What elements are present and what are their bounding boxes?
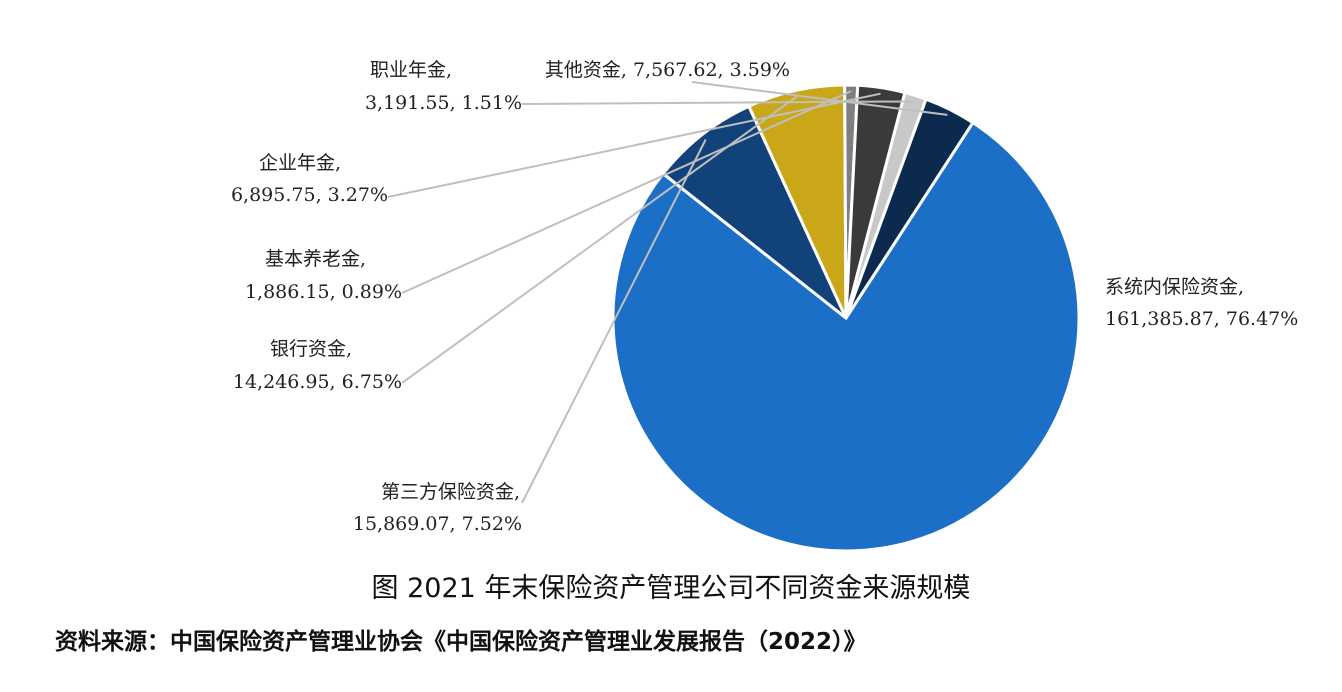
figure-title: 图 2021 年末保险资产管理公司不同资金来源规模 — [371, 573, 971, 604]
slice-value-label-1: 161,385.87, 76.47% — [1105, 308, 1298, 330]
slice-label-4: 基本养老金, — [265, 248, 366, 270]
pie-slice-1 — [611, 120, 1081, 553]
pie-chart: 系统内保险资金, 161,385.87, 76.47% 第三方保险资金, 15,869… — [231, 59, 1298, 553]
slice-value-label-2: 15,869.07, 7.52% — [353, 513, 522, 535]
pie-slice-7 — [844, 97, 975, 319]
slice-label-7: 其他资金, 7,567.62, 3.59% — [545, 59, 790, 81]
slice-label-1: 系统内保险资金, — [1105, 276, 1244, 298]
slice-label-6: 职业年金, — [370, 59, 452, 81]
source-note: 资料来源：中国保险资产管理业协会《中国保险资产管理业发展报告（2022）》 — [55, 629, 867, 655]
slice-value-label-5: 6,895.75, 3.27% — [231, 184, 388, 206]
leader-line-4 — [401, 90, 852, 294]
slice-label-3: 银行资金, — [270, 338, 352, 360]
leader-line-2 — [521, 139, 707, 504]
slice-label-2: 第三方保险资金, — [381, 481, 520, 503]
leader-line-5 — [387, 92, 881, 198]
slice-value-label-3: 14,246.95, 6.75% — [233, 371, 402, 393]
slice-label-5: 企业年金, — [259, 152, 341, 174]
slice-value-label-6: 3,191.55, 1.51% — [365, 92, 522, 114]
leader-line-7 — [691, 81, 948, 116]
slice-value-label-4: 1,886.15, 0.89% — [245, 281, 402, 303]
